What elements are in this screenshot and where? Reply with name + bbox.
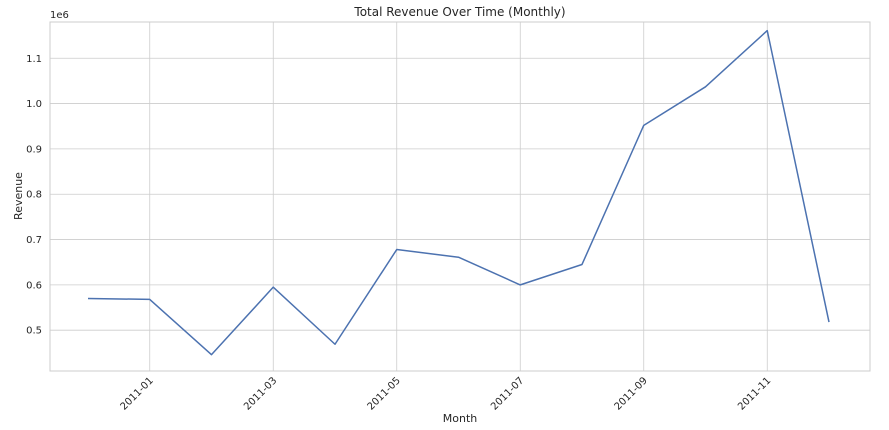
data-point <box>580 262 584 266</box>
x-axis-label: Month <box>443 412 478 425</box>
x-tick-label: 2011-09 <box>613 375 650 412</box>
x-tick-label: 2011-07 <box>489 375 526 412</box>
y-tick-label: 0.6 <box>26 280 42 291</box>
revenue-line <box>87 29 830 356</box>
x-tick-layer: 2011-01 2011-03 2011-05 2011-07 2011-09 2011-… <box>119 375 774 412</box>
data-point <box>395 248 399 252</box>
x-tick-label: 2011-11 <box>736 375 773 412</box>
x-tick-label: 2011-01 <box>119 375 156 412</box>
grid-layer <box>50 22 870 371</box>
plot-frame <box>49 21 871 372</box>
data-point <box>704 85 708 89</box>
y-axis-label: Revenue <box>12 172 25 220</box>
x-tick-label: 2011-05 <box>366 375 403 412</box>
chart-title: Total Revenue Over Time (Monthly) <box>353 5 565 19</box>
data-point <box>765 29 769 33</box>
x-tick-label: 2011-03 <box>242 375 279 412</box>
line-layer <box>86 29 831 357</box>
data-point <box>86 296 90 300</box>
data-point <box>827 320 831 324</box>
y-tick-layer: 0.5 0.6 0.7 0.8 0.9 1.0 1.1 <box>26 54 42 337</box>
data-point <box>642 123 646 127</box>
data-point <box>148 297 152 301</box>
data-point <box>271 285 275 289</box>
y-tick-label: 0.8 <box>26 190 42 201</box>
y-tick-label: 0.9 <box>26 144 42 155</box>
data-point <box>457 255 461 259</box>
y-tick-label: 1.0 <box>26 99 42 110</box>
data-point <box>333 342 337 346</box>
y-tick-label: 0.7 <box>26 235 42 246</box>
y-tick-label: 0.5 <box>26 326 42 337</box>
y-tick-label: 1.1 <box>26 54 42 65</box>
data-point <box>518 283 522 287</box>
data-point <box>210 353 214 357</box>
y-offset-text: 1e6 <box>50 10 69 21</box>
